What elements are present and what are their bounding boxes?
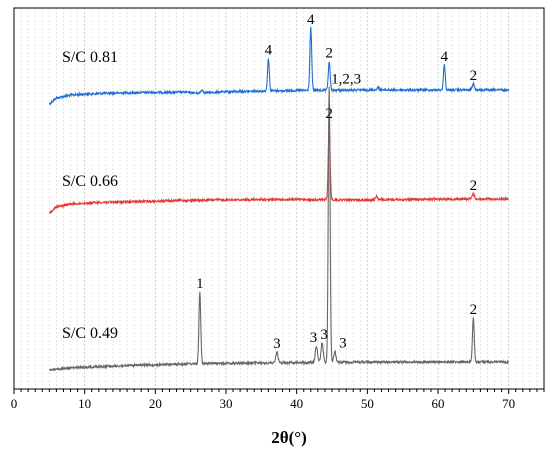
peak-label: 1 — [196, 276, 204, 292]
peak-label: 2 — [325, 106, 333, 122]
grid-lines — [20, 8, 538, 389]
peak-label: 2 — [325, 46, 333, 62]
x-tick-label: 70 — [502, 396, 515, 411]
peak-label: 3 — [320, 327, 328, 343]
series-labels: S/C 0.81 S/C 0.66 S/C 0.49 — [62, 49, 118, 342]
x-tick-label: 50 — [361, 396, 374, 411]
peak-label: 4 — [265, 42, 273, 58]
x-tick-label: 20 — [149, 396, 162, 411]
series-line — [48, 122, 509, 215]
peak-label: 4 — [441, 49, 449, 65]
series-label: S/C 0.49 — [62, 325, 118, 342]
peak-label: 3 — [310, 330, 318, 346]
x-tick-label: 10 — [78, 396, 91, 411]
x-tick-label: 0 — [11, 396, 18, 411]
peak-label: 4 — [307, 12, 315, 28]
peak-label: 3 — [273, 336, 281, 352]
peak-label: 2 — [470, 178, 478, 194]
peak-label: 2 — [470, 68, 478, 84]
series-curves — [48, 26, 510, 372]
x-axis-title: 2θ(°) — [271, 428, 307, 447]
x-tick-label: 30 — [220, 396, 233, 411]
series-label: S/C 0.66 — [62, 173, 118, 190]
series-line — [48, 26, 510, 106]
x-axis-ticks: 0 10 20 30 40 50 60 70 — [11, 389, 545, 411]
series-line — [49, 86, 509, 372]
peak-label: 2 — [470, 302, 478, 318]
series-label: S/C 0.81 — [62, 49, 118, 66]
x-tick-label: 60 — [432, 396, 445, 411]
plot-frame — [13, 7, 545, 390]
peak-label: 3 — [339, 335, 347, 351]
peak-label: 1,2,3 — [331, 71, 361, 87]
x-tick-label: 40 — [290, 396, 303, 411]
